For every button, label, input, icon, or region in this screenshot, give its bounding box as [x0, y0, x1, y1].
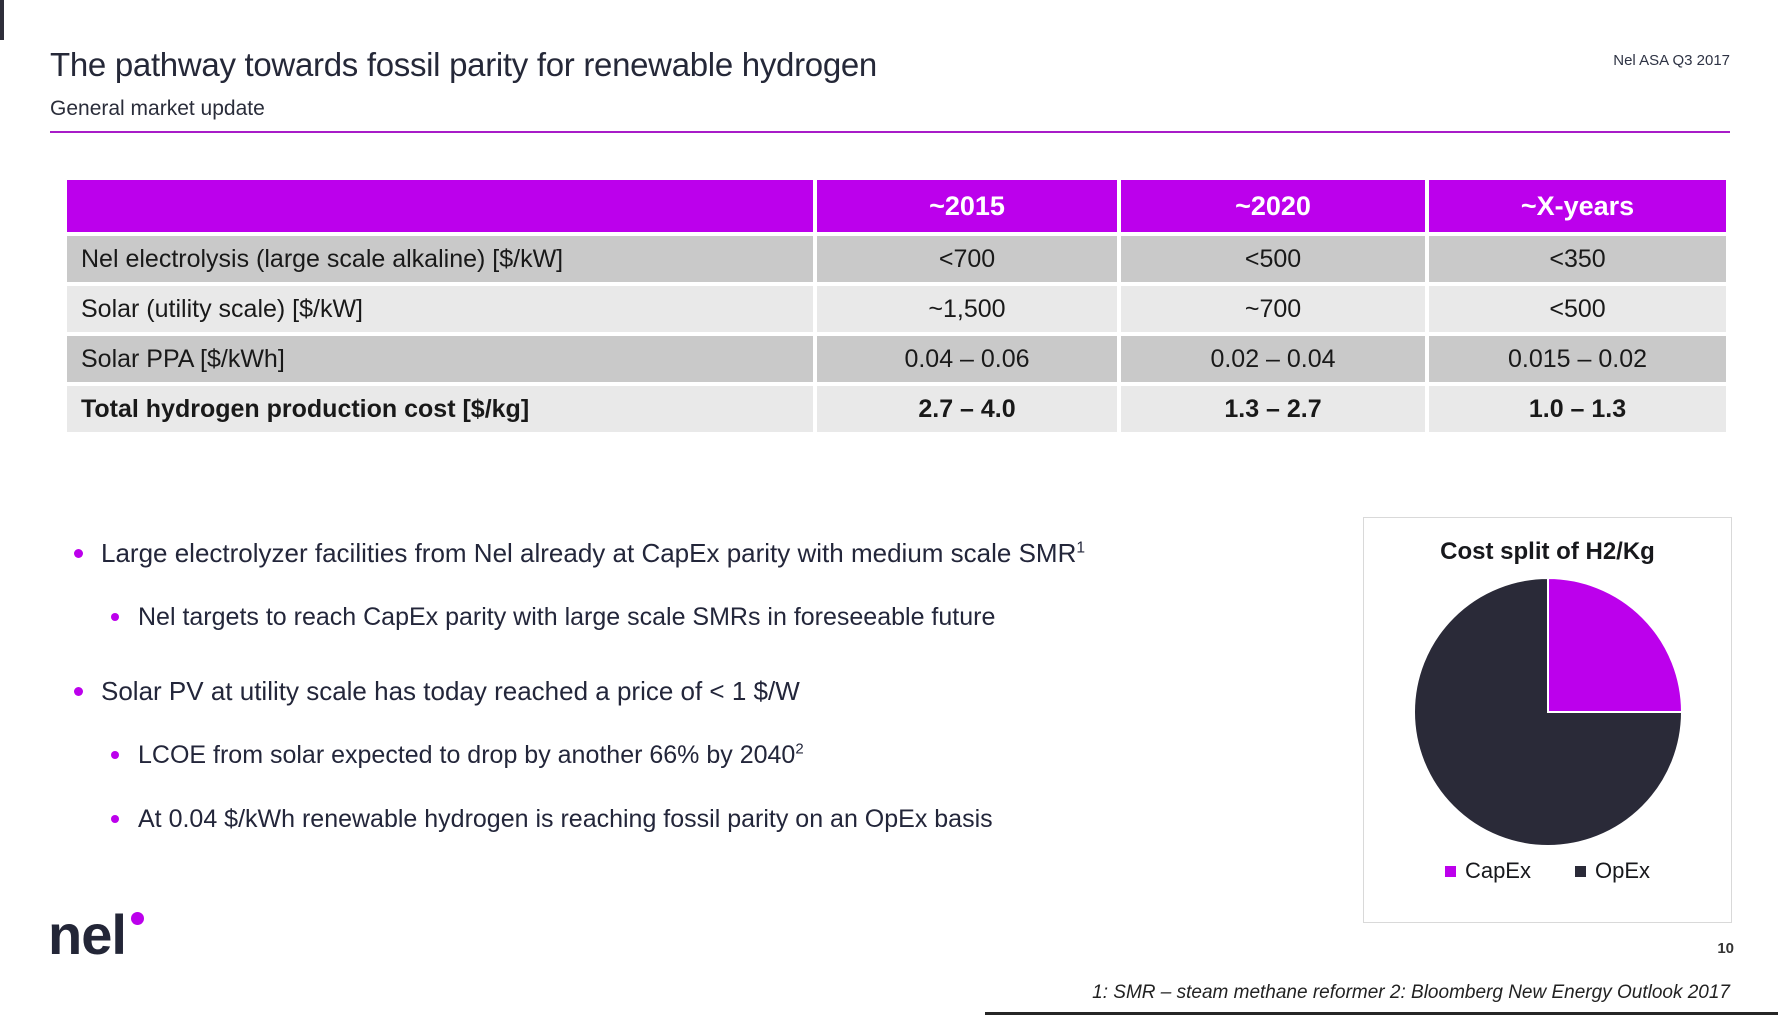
table-value-cell: 2.7 – 4.0: [817, 386, 1117, 432]
pie-chart-panel: Cost split of H2/Kg CapEx OpEx: [1363, 517, 1732, 923]
table-value-cell: ~1,500: [817, 286, 1117, 332]
legend-label: CapEx: [1464, 858, 1531, 883]
table-row-label: Solar (utility scale) [$/kW]: [67, 286, 813, 332]
table-header-cell: ~2020: [1121, 180, 1425, 232]
logo-dot-icon: [130, 912, 144, 925]
table-value-cell: 1.0 – 1.3: [1429, 386, 1726, 432]
table-value-cell: ~700: [1121, 286, 1425, 332]
table-value-cell: 0.04 – 0.06: [817, 336, 1117, 382]
deck-label: Nel ASA Q3 2017: [1613, 52, 1730, 69]
nel-logo: nel: [48, 902, 144, 967]
table-value-cell: <700: [817, 236, 1117, 282]
bullet-list: Large electrolyzer facilities from Nel a…: [68, 538, 1268, 868]
screen-edge-artifact: [0, 0, 4, 40]
legend-item: CapEx: [1444, 858, 1531, 884]
bullet-item: LCOE from solar expected to drop by anot…: [68, 740, 1268, 770]
table-value-cell: 0.02 – 0.04: [1121, 336, 1425, 382]
page-number: 10: [1717, 940, 1734, 957]
table-value-cell: 0.015 – 0.02: [1429, 336, 1726, 382]
pie-slice-opex: [1412, 576, 1683, 847]
bullet-item: Nel targets to reach CapEx parity with l…: [68, 602, 1268, 632]
table-row-label: Solar PPA [$/kWh]: [67, 336, 813, 382]
bullet-item: At 0.04 $/kWh renewable hydrogen is reac…: [68, 804, 1268, 834]
table-header-cell: ~X-years: [1429, 180, 1726, 232]
table-value-cell: <500: [1121, 236, 1425, 282]
table-value-cell: <350: [1429, 236, 1726, 282]
bottom-edge-line: [985, 1012, 1778, 1015]
pie-slice-capex: [1546, 576, 1683, 713]
footnote-ref: 2: [795, 740, 804, 758]
pie-chart: [1412, 576, 1683, 847]
bullet-item: Solar PV at utility scale has today reac…: [68, 676, 1268, 706]
table-row-label: Total hydrogen production cost [$/kg]: [67, 386, 813, 432]
table-value-cell: <500: [1429, 286, 1726, 332]
legend-item: OpEx: [1575, 858, 1650, 884]
page-title: The pathway towards fossil parity for re…: [50, 46, 877, 83]
cost-table: ~2015 ~2020 ~X-years Nel electrolysis (larg…: [67, 180, 1726, 432]
table-value-cell: 1.3 – 2.7: [1121, 386, 1425, 432]
footnote-ref: 1: [1076, 539, 1086, 557]
table-header-cell: [67, 180, 813, 232]
page-subtitle: General market update: [50, 97, 265, 120]
chart-title: Cost split of H2/Kg: [1440, 538, 1655, 565]
legend-swatch-capex: [1444, 865, 1456, 877]
logo-text: nel: [48, 903, 127, 966]
legend-label: OpEx: [1595, 858, 1651, 883]
footnote: 1: SMR – steam methane reformer 2: Bloom…: [1092, 982, 1730, 1003]
table-header-cell: ~2015: [817, 180, 1117, 232]
legend-swatch-opex: [1575, 865, 1586, 877]
chart-legend: CapEx OpEx: [1364, 858, 1731, 884]
header-divider: [50, 131, 1730, 133]
table-row-label: Nel electrolysis (large scale alkaline) …: [67, 236, 813, 282]
bullet-item: Large electrolyzer facilities from Nel a…: [68, 538, 1268, 568]
